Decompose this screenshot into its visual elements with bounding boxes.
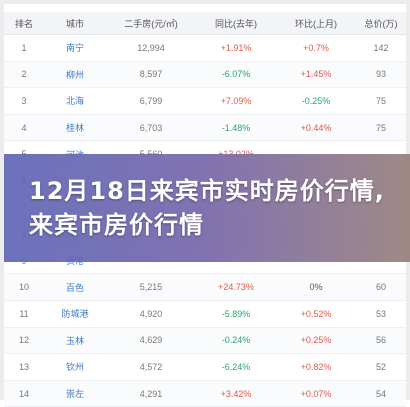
price-cell: 4,572 (106, 353, 196, 381)
rank-cell: 14 (4, 380, 44, 407)
price-cell: 6,703 (106, 114, 196, 142)
table-row: 2 柳州 8,597 -6.07% +1.45% 93 (4, 61, 406, 89)
header-yoy: 同比(去年) (196, 12, 276, 35)
mom-cell: +0.44% (276, 114, 356, 142)
table-row: 13 钦州 4,572 -6.24% +0.82% 52 (4, 353, 406, 381)
rank-cell: 4 (4, 114, 44, 142)
price-cell: 8,597 (106, 61, 196, 89)
total-cell: 54 (356, 380, 406, 407)
mom-cell: -0.25% (276, 87, 356, 115)
rank-cell: 11 (4, 300, 44, 328)
total-cell: 142 (356, 34, 406, 62)
yoy-cell: -6.07% (196, 61, 276, 89)
table-row: 11 防城港 4,920 -5.89% +0.52% 53 (4, 300, 406, 328)
total-cell: 60 (356, 273, 406, 301)
rank-cell: 10 (4, 273, 44, 301)
rank-cell: 13 (4, 353, 44, 381)
rank-cell: 1 (4, 34, 44, 62)
mom-cell: +0.07% (276, 380, 356, 407)
city-link[interactable]: 防城港 (44, 300, 106, 328)
header-price: 二手房(元/㎡) (106, 12, 196, 35)
yoy-cell: -1.48% (196, 114, 276, 142)
total-cell: 52 (356, 353, 406, 381)
total-cell: 75 (356, 114, 406, 142)
mom-cell: +0.82% (276, 353, 356, 381)
total-cell: 53 (356, 300, 406, 328)
yoy-cell: +24.73% (196, 273, 276, 301)
total-cell: 56 (356, 327, 406, 355)
total-cell: 93 (356, 61, 406, 89)
table-row: 10 百色 5,215 +24.73% 0% 60 (4, 273, 406, 301)
header-city: 城市 (44, 12, 106, 35)
table-row: 4 桂林 6,703 -1.48% +0.44% 75 (4, 114, 406, 142)
header-mom: 环比(上月) (276, 12, 356, 35)
price-cell: 12,994 (106, 34, 196, 62)
header-rank: 排名 (4, 12, 44, 35)
city-link[interactable]: 北海 (44, 87, 106, 115)
header-total: 总价(万) (356, 12, 406, 35)
rank-cell: 12 (4, 327, 44, 355)
title-banner: 12月18日来宾市实时房价行情,来宾市房价行情 (4, 154, 410, 262)
mom-cell: 0% (276, 273, 356, 301)
table-row: 14 崇左 4,291 +3.42% +0.07% 54 (4, 380, 406, 407)
city-link[interactable]: 南宁 (44, 34, 106, 62)
yoy-cell: -0.24% (196, 327, 276, 355)
yoy-cell: +1.91% (196, 34, 276, 62)
price-cell: 4,629 (106, 327, 196, 355)
mom-cell: +0.25% (276, 327, 356, 355)
table-row: 12 玉林 4,629 -0.24% +0.25% 56 (4, 327, 406, 355)
table-row: 3 北海 6,799 +7.09% -0.25% 75 (4, 87, 406, 115)
total-cell: 75 (356, 87, 406, 115)
price-cell: 5,215 (106, 273, 196, 301)
mom-cell: +1.45% (276, 61, 356, 89)
city-link[interactable]: 钦州 (44, 353, 106, 381)
price-cell: 4,920 (106, 300, 196, 328)
city-link[interactable]: 柳州 (44, 61, 106, 89)
mom-cell: +0.52% (276, 300, 356, 328)
price-cell: 6,799 (106, 87, 196, 115)
banner-title: 12月18日来宾市实时房价行情,来宾市房价行情 (29, 177, 385, 239)
yoy-cell: +7.09% (196, 87, 276, 115)
rank-cell: 2 (4, 61, 44, 89)
yoy-cell: +3.42% (196, 380, 276, 407)
price-cell: 4,291 (106, 380, 196, 407)
city-link[interactable]: 崇左 (44, 380, 106, 407)
rank-cell: 3 (4, 87, 44, 115)
table-row: 1 南宁 12,994 +1.91% +0.7% 142 (4, 34, 406, 62)
city-link[interactable]: 百色 (44, 273, 106, 301)
table-header: 排名 城市 二手房(元/㎡) 同比(去年) 环比(上月) 总价(万) (4, 12, 406, 35)
city-link[interactable]: 玉林 (44, 327, 106, 355)
yoy-cell: -5.89% (196, 300, 276, 328)
mom-cell: +0.7% (276, 34, 356, 62)
city-link[interactable]: 桂林 (44, 114, 106, 142)
yoy-cell: -6.24% (196, 353, 276, 381)
